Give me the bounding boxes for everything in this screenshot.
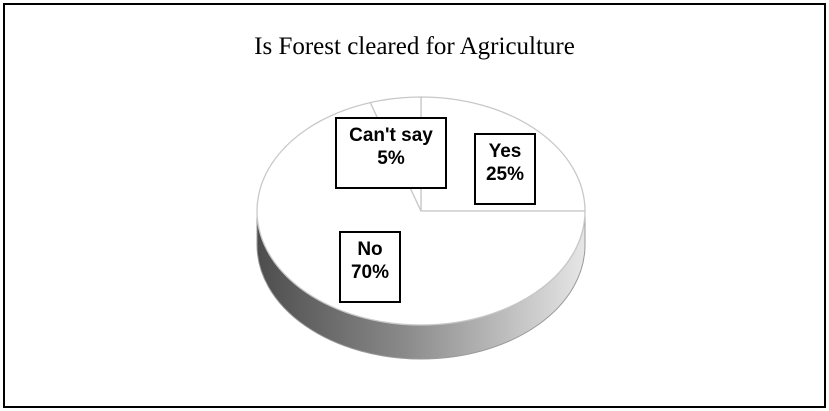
data-label-cant-say: Can't say 5% [335,117,447,189]
slice-label: Yes [488,141,522,162]
slice-label: Can't say [349,125,433,146]
chart-title: Is Forest cleared for Agriculture [254,33,575,60]
data-label-no: No 70% [339,231,401,303]
pie-chart [256,96,586,360]
slice-value: 70% [350,262,390,283]
slice-label: No [357,239,383,260]
slice-value: 25% [485,164,525,185]
data-label-yes: Yes 25% [474,133,536,205]
chart-frame: Is Forest cleared for Agriculture Can't … [3,3,826,408]
slice-value: 5% [377,148,405,169]
